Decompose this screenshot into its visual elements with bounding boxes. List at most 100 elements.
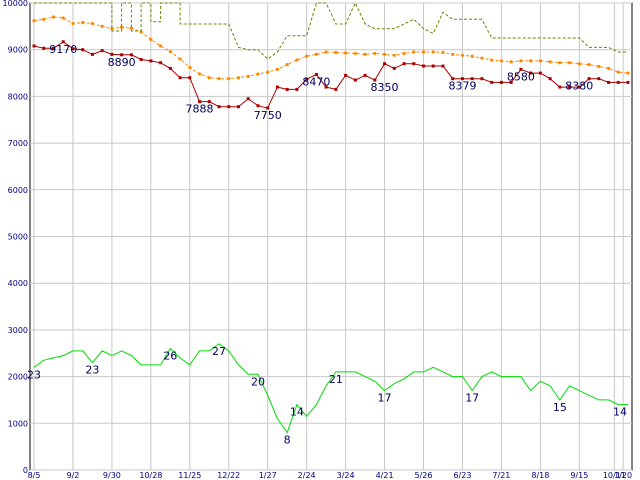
data-label: 8: [284, 434, 291, 447]
data-point: [402, 62, 406, 66]
data-point: [538, 59, 542, 63]
x-tick-label: 6/23: [453, 471, 471, 480]
x-tick-label: 9/15: [570, 471, 588, 480]
data-point: [529, 71, 533, 75]
data-point: [626, 80, 630, 84]
data-point: [324, 85, 328, 89]
data-point: [139, 58, 143, 62]
data-point: [441, 50, 445, 55]
x-tick-label: 7/21: [492, 471, 510, 480]
data-point: [314, 72, 318, 76]
data-point: [256, 72, 260, 76]
data-point: [266, 70, 270, 74]
data-point: [577, 85, 581, 89]
data-point: [509, 80, 513, 84]
y-tick-label: 4000: [8, 279, 28, 288]
data-point: [344, 73, 348, 77]
data-point: [334, 50, 338, 55]
data-point: [129, 26, 133, 30]
data-point: [178, 57, 182, 61]
data-point: [266, 106, 270, 110]
data-point: [305, 77, 309, 81]
data-point: [470, 77, 474, 81]
data-point: [81, 21, 85, 25]
x-tick-label: 9/30: [103, 471, 121, 480]
x-tick-label: 11/25: [178, 471, 201, 480]
x-tick-label: 5/26: [415, 471, 433, 480]
series-2: [32, 15, 630, 81]
data-label: 8580: [507, 70, 535, 83]
data-point: [90, 52, 94, 56]
data-point: [363, 52, 367, 56]
grid: [30, 2, 632, 471]
series-line: [33, 41, 628, 109]
data-point: [110, 52, 114, 56]
data-point: [32, 19, 36, 23]
x-tick-label: 9/2: [67, 471, 80, 480]
data-point: [129, 53, 133, 57]
data-label: 15: [553, 401, 567, 414]
data-point: [422, 64, 426, 68]
data-point: [626, 71, 630, 75]
series-3: [34, 1, 628, 60]
data-labels: 9170 8890 7888 7750 8470 8350 8379 8580 8380 23 23…: [27, 43, 627, 447]
data-point: [490, 80, 494, 84]
data-point: [353, 78, 357, 82]
data-label: 23: [85, 364, 99, 377]
data-point: [207, 76, 211, 80]
data-point: [616, 80, 620, 84]
x-tick-label: 8/5: [28, 471, 41, 480]
data-point: [558, 61, 562, 65]
series-line: [33, 16, 629, 80]
axis-tick-labels: 0 1000 2000 3000 4000 5000 6000 7000 8000 9000 100…: [3, 0, 633, 480]
data-label: 8350: [371, 81, 399, 94]
data-point: [558, 85, 562, 89]
data-point: [149, 37, 153, 42]
data-label: 27: [212, 345, 226, 358]
data-point: [246, 74, 250, 78]
series-line: [33, 343, 628, 434]
data-point: [499, 80, 503, 84]
data-point: [159, 61, 163, 65]
data-point: [42, 17, 46, 21]
data-point: [168, 66, 172, 70]
data-point: [295, 58, 299, 62]
x-tick-label: 3/24: [337, 471, 355, 480]
data-point: [567, 61, 572, 65]
data-label: 20: [251, 375, 265, 388]
data-point: [441, 64, 445, 68]
data-point: [529, 59, 533, 63]
data-point: [519, 59, 523, 63]
y-tick-label: 3000: [8, 326, 28, 335]
data-label: 8380: [565, 80, 593, 93]
data-point: [412, 50, 416, 54]
y-tick-label: 9000: [8, 46, 28, 55]
data-point: [499, 59, 504, 63]
data-point: [353, 51, 357, 56]
data-point: [217, 105, 221, 109]
data-label: 14: [290, 406, 304, 419]
data-point: [51, 46, 55, 50]
data-point: [334, 87, 338, 91]
data-label: 17: [465, 392, 479, 405]
data-point: [548, 77, 552, 81]
data-point: [61, 40, 65, 44]
data-point: [295, 87, 299, 91]
x-tick-label: 8/18: [531, 471, 549, 480]
data-point: [197, 72, 202, 76]
x-tick-label: 1/27: [259, 471, 277, 480]
data-point: [120, 25, 124, 29]
data-point: [198, 100, 202, 104]
data-point: [236, 76, 241, 80]
data-label: 8890: [108, 56, 136, 69]
data-point: [392, 53, 396, 57]
data-point: [149, 59, 153, 63]
data-point: [110, 27, 114, 31]
data-point: [373, 78, 377, 82]
data-label: 7750: [254, 109, 282, 122]
data-point: [246, 97, 250, 101]
data-point: [227, 105, 231, 109]
data-point: [412, 62, 416, 66]
data-point: [120, 53, 124, 57]
data-point: [383, 62, 387, 66]
